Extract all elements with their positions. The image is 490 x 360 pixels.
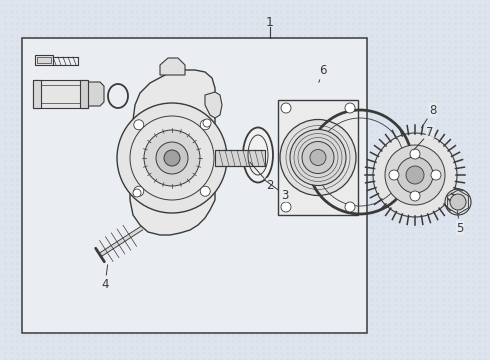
Polygon shape	[88, 82, 104, 106]
Circle shape	[144, 130, 200, 186]
Text: 3: 3	[264, 180, 289, 202]
Bar	[35, 55, 53, 65]
Text: 4: 4	[101, 265, 109, 292]
Circle shape	[134, 120, 144, 130]
Circle shape	[117, 103, 227, 213]
Text: 8: 8	[421, 104, 437, 128]
Circle shape	[302, 141, 334, 174]
Circle shape	[156, 142, 188, 174]
Circle shape	[134, 186, 144, 196]
Bar	[33, 80, 88, 108]
Circle shape	[164, 150, 180, 166]
Polygon shape	[130, 70, 215, 235]
Circle shape	[345, 202, 355, 212]
Circle shape	[203, 119, 211, 127]
Circle shape	[281, 103, 291, 113]
Polygon shape	[160, 58, 185, 75]
Text: 6: 6	[319, 63, 327, 82]
Bar	[278, 100, 358, 215]
Text: 2: 2	[250, 162, 274, 192]
Text: 5: 5	[456, 211, 464, 234]
Bar	[215, 150, 265, 166]
Circle shape	[200, 120, 210, 130]
Circle shape	[281, 202, 291, 212]
Text: 7: 7	[414, 126, 434, 150]
Ellipse shape	[243, 127, 273, 183]
Circle shape	[389, 170, 399, 180]
Circle shape	[345, 103, 355, 113]
Bar	[33, 80, 41, 108]
Circle shape	[410, 191, 420, 201]
Circle shape	[410, 149, 420, 159]
Circle shape	[397, 157, 433, 193]
Circle shape	[373, 133, 457, 217]
Circle shape	[280, 120, 356, 195]
Text: 1: 1	[266, 15, 274, 28]
Circle shape	[406, 166, 424, 184]
Circle shape	[450, 194, 466, 210]
Circle shape	[133, 189, 141, 197]
Circle shape	[200, 186, 210, 196]
Circle shape	[445, 189, 471, 215]
Circle shape	[310, 149, 326, 166]
Bar	[22, 38, 367, 333]
Circle shape	[290, 130, 346, 185]
Polygon shape	[205, 92, 222, 118]
Circle shape	[431, 170, 441, 180]
Bar	[37, 57, 51, 63]
Bar	[80, 80, 88, 108]
Circle shape	[385, 145, 445, 205]
